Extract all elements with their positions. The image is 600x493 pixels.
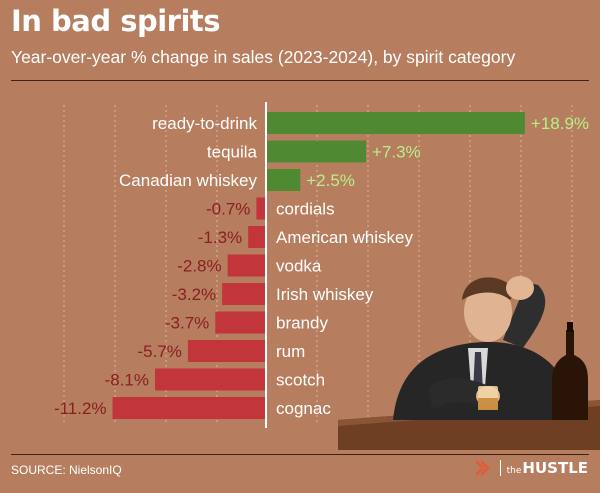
value-label-1: +7.3% bbox=[372, 143, 421, 162]
bar-9 bbox=[155, 368, 266, 391]
top-divider bbox=[11, 80, 589, 81]
brand-name-main: HUSTLE bbox=[522, 459, 588, 477]
bar-8 bbox=[187, 340, 266, 362]
bar-6 bbox=[222, 283, 266, 305]
chart-title: In bad spirits bbox=[11, 4, 221, 38]
category-label-2: Canadian whiskey bbox=[119, 171, 257, 190]
category-label-0: ready-to-drink bbox=[152, 114, 257, 133]
brand-name-the: the bbox=[506, 466, 522, 476]
value-label-8: -5.7% bbox=[137, 342, 181, 361]
category-label-9: scotch bbox=[276, 371, 325, 390]
photo-bottle bbox=[552, 330, 588, 420]
value-label-9: -8.1% bbox=[105, 371, 149, 390]
photo-head bbox=[464, 282, 512, 342]
category-label-3: cordials bbox=[276, 200, 335, 219]
value-label-4: -1.3% bbox=[198, 228, 242, 247]
brand-logo: theHUSTLE bbox=[474, 458, 588, 478]
chart-subtitle: Year-over-year % change in sales (2023-2… bbox=[11, 47, 516, 67]
brand-separator bbox=[499, 460, 501, 476]
category-label-10: cognac bbox=[276, 399, 331, 418]
value-label-3: -0.7% bbox=[206, 200, 250, 219]
category-label-1: tequila bbox=[207, 143, 258, 162]
brand-name: theHUSTLE bbox=[507, 459, 588, 477]
bar-1 bbox=[266, 140, 367, 163]
man-drinking-photo bbox=[338, 276, 600, 450]
category-label-6: Irish whiskey bbox=[276, 285, 374, 304]
category-label-7: brandy bbox=[276, 314, 328, 333]
value-label-5: -2.8% bbox=[177, 257, 221, 276]
category-label-8: rum bbox=[276, 342, 305, 361]
value-label-10: -11.2% bbox=[54, 399, 107, 418]
value-label-7: -3.7% bbox=[165, 314, 209, 333]
category-label-4: American whiskey bbox=[276, 228, 413, 247]
category-label-5: vodka bbox=[276, 257, 322, 276]
bar-3 bbox=[256, 197, 266, 220]
bar-0 bbox=[266, 112, 525, 134]
bar-5 bbox=[227, 254, 266, 277]
bar-10 bbox=[112, 397, 266, 419]
bottom-divider bbox=[11, 454, 589, 455]
hustle-logo-icon bbox=[475, 460, 490, 476]
value-label-0: +18.9% bbox=[531, 114, 589, 133]
bar-4 bbox=[248, 226, 266, 248]
bar-7 bbox=[215, 311, 266, 334]
value-label-2: +2.5% bbox=[306, 171, 355, 190]
bar-2 bbox=[266, 169, 301, 191]
source-note: SOURCE: NielsonIQ bbox=[11, 463, 122, 477]
value-label-6: -3.2% bbox=[172, 285, 216, 304]
